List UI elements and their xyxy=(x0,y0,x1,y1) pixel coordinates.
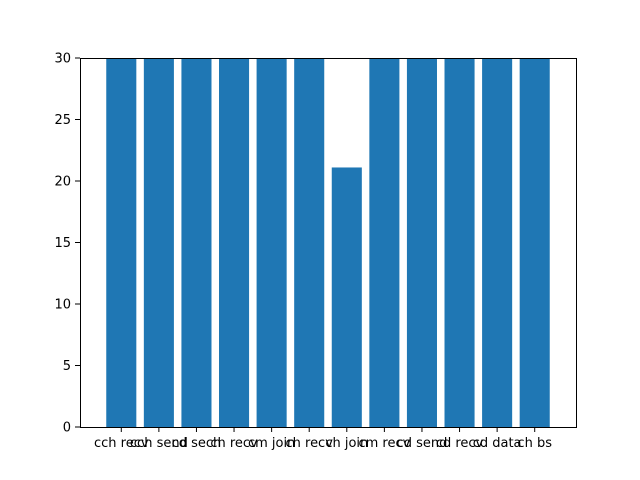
y-tick-label-6: 30 xyxy=(54,52,71,67)
y-tick-label-4: 20 xyxy=(54,175,71,190)
bar-7 xyxy=(369,58,400,427)
x-tick-label-7: cm recv xyxy=(358,436,410,451)
bar-1 xyxy=(143,58,174,427)
y-tick-label-1: 5 xyxy=(63,359,71,374)
bar-2 xyxy=(181,58,212,427)
bar-group xyxy=(106,58,550,427)
x-tick-label-5: ch recv xyxy=(285,436,333,451)
x-tick-label-11: ch bs xyxy=(517,436,552,451)
y-tick-label-5: 25 xyxy=(54,113,71,128)
plot-frame xyxy=(80,58,577,428)
bar-10 xyxy=(482,58,513,427)
x-tick-label-3: ch recv xyxy=(210,436,258,451)
bar-8 xyxy=(406,58,437,427)
x-tick-label-2: cd sech xyxy=(172,436,222,451)
x-tick-label-0: cch recv xyxy=(94,436,149,451)
bar-6 xyxy=(331,167,362,427)
bar-5 xyxy=(294,58,325,427)
bar-11 xyxy=(519,58,550,427)
x-tick-label-9: cd recv xyxy=(436,436,484,451)
x-tick-label-8: cd send xyxy=(397,436,448,451)
y-tick-label-2: 10 xyxy=(54,298,71,313)
bar-4 xyxy=(256,58,287,427)
bar-9 xyxy=(444,58,475,427)
y-axis: 0 5 10 15 20 25 30 xyxy=(54,52,80,436)
bar-3 xyxy=(219,58,250,427)
x-tick-label-10: cd data xyxy=(473,436,522,451)
x-tick-label-1: cch send xyxy=(130,436,188,451)
bar-0 xyxy=(106,58,137,427)
y-tick-label-3: 15 xyxy=(54,236,71,251)
x-tick-label-4: cm join xyxy=(248,436,295,451)
x-tick-label-6: ch join xyxy=(325,436,368,451)
y-tick-label-0: 0 xyxy=(63,421,71,436)
